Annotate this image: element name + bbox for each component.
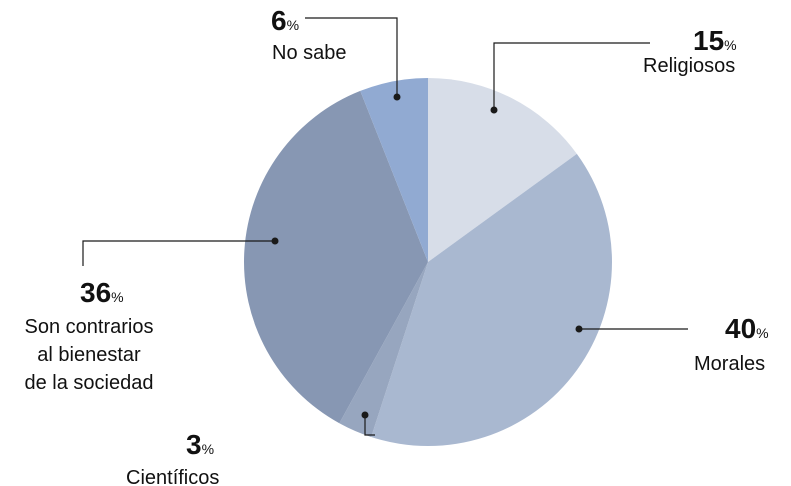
category-label-cientificos: Científicos [126, 467, 219, 486]
category-label-morales: Morales [694, 353, 765, 375]
leader-dot-no-sabe [393, 93, 401, 101]
pie-slice-no-sabe [360, 78, 428, 262]
category-label-no-sabe: No sabe [272, 42, 347, 64]
leader-lines [82, 17, 688, 436]
leader-line-cientificos [364, 415, 375, 436]
category-label-son-contrarios-al-bienestar-de-la-sociedad-line-1: Son contrarios [25, 316, 154, 338]
pie-slices [244, 78, 612, 446]
slice-labels: 15%Religiosos 40% Morales 3% Científicos 36% S… [25, 5, 769, 486]
leader-dot-religiosos [490, 106, 498, 114]
pie-slice-son-contrarios-al-bienestar-de-la-sociedad [244, 90, 428, 424]
data-label-cientificos: 3% [186, 429, 214, 460]
data-label-morales: 40% [725, 313, 769, 344]
leader-line-religiosos [493, 42, 650, 110]
category-label-son-contrarios-al-bienestar-de-la-sociedad-line-3: de la sociedad [25, 372, 154, 394]
data-label-son-contrarios-al-bienestar-de-la-sociedad: 36% [80, 277, 124, 308]
leader-dot-morales [575, 325, 583, 333]
data-label-religiosos: 15% [693, 25, 737, 56]
leader-line-son-contrarios-al-bienestar-de-la-sociedad [82, 240, 275, 266]
pie-slice-cientificos [339, 262, 428, 437]
leader-line-no-sabe [305, 17, 398, 97]
category-label-religiosos: Religiosos [643, 55, 735, 77]
pie-slice-morales [371, 153, 612, 446]
leader-dot-cientificos [361, 411, 369, 419]
pie-slice-religiosos [428, 78, 577, 262]
data-label-no-sabe: 6% [271, 5, 299, 36]
leader-dot-son-contrarios-al-bienestar-de-la-sociedad [271, 237, 279, 245]
category-label-son-contrarios-al-bienestar-de-la-sociedad-line-2: al bienestar [37, 344, 141, 366]
